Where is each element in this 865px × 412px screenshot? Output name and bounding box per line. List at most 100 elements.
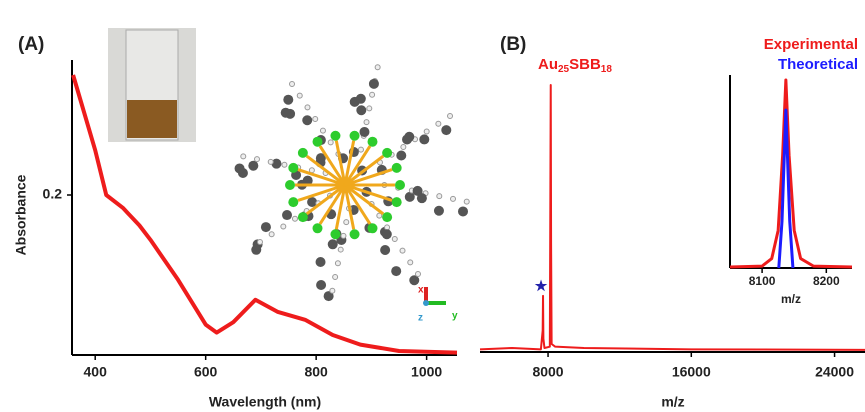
x-axis-label: m/z (781, 292, 801, 306)
x-tick-label: 800 (304, 364, 328, 380)
peak-label-part: SBB (569, 56, 601, 73)
molecule-atom (404, 132, 414, 142)
axis-triad: x y z (418, 285, 458, 324)
molecule-atom (313, 223, 323, 233)
molecule-atom (370, 92, 375, 97)
molecule-atom (328, 239, 338, 249)
molecule-atom (302, 115, 312, 125)
molecule-atom (288, 163, 298, 173)
molecule-atom (358, 147, 363, 152)
molecule-atom (241, 154, 246, 159)
panel-label: (A) (18, 34, 44, 55)
peak-label-part: 25 (558, 64, 570, 75)
x-axis-label: Wavelength (nm) (209, 394, 321, 410)
page: x y z 40060080010000.2Wavelength (nm)Abs… (0, 0, 865, 412)
molecule-atom (415, 272, 420, 277)
molecule-atom (268, 159, 273, 164)
molecule-atom (316, 280, 326, 290)
molecule-atom (283, 95, 293, 105)
molecule-atom (392, 163, 402, 173)
molecule-atom (269, 232, 274, 237)
molecule-atom (369, 79, 379, 89)
molecule-atom (356, 94, 366, 104)
molecule-atom (297, 93, 302, 98)
molecule-atom (392, 237, 397, 242)
molecule-atom (437, 194, 442, 199)
x-tick-label: 8100 (749, 274, 776, 288)
molecule-atom (282, 210, 292, 220)
molecule-atom (419, 134, 429, 144)
molecule-atom (335, 261, 340, 266)
molecule-atom (333, 275, 338, 280)
x-tick-label: 400 (84, 364, 108, 380)
peak-label-part: 18 (601, 64, 613, 75)
molecule-atom (281, 224, 286, 229)
legend-entry: Theoretical (778, 56, 858, 73)
molecule-atom (313, 137, 323, 147)
molecule-atom (375, 65, 380, 70)
molecule-atom (341, 233, 346, 238)
molecule-atom (350, 229, 360, 239)
molecule-atom (285, 180, 295, 190)
molecule-atom (316, 257, 326, 267)
molecule-atom (298, 212, 308, 222)
legend-entry: Experimental (764, 36, 858, 53)
molecule-atom (251, 245, 261, 255)
molecule-atom (298, 148, 308, 158)
molecule-atom (257, 239, 262, 244)
triad-z (423, 300, 429, 306)
triad-label: x (418, 285, 424, 296)
molecule-atom (395, 180, 405, 190)
x-tick-label: 600 (194, 364, 218, 380)
molecule-atom (382, 229, 392, 239)
y-axis-label: Absorbance (13, 174, 29, 255)
peak-label: Au25SBB18 (538, 56, 612, 75)
molecule-atom (368, 137, 378, 147)
molecule-atom (391, 266, 401, 276)
molecule-atom (380, 245, 390, 255)
molecule-illustration (235, 65, 470, 301)
molecule-atom (441, 125, 451, 135)
molecule-atom (385, 225, 390, 230)
molecule-atom (330, 131, 340, 141)
molecule-atom (261, 222, 271, 232)
molecule-atom (368, 223, 378, 233)
molecule-atom (396, 151, 406, 161)
molecule-atom (290, 81, 295, 86)
molecule-atom (344, 220, 349, 225)
molecule-atom (401, 144, 406, 149)
molecule-atom (464, 199, 469, 204)
triad-label: y (452, 311, 458, 322)
molecule-atom (400, 248, 405, 253)
molecule-atom (305, 105, 310, 110)
peak-marker: ★ (535, 278, 548, 294)
molecule-atom (254, 157, 259, 162)
molecule-atom (367, 106, 372, 111)
molecule-atom (338, 247, 343, 252)
panel-label: (B) (500, 34, 526, 55)
molecule-atom (408, 260, 413, 265)
molecule-atom (424, 129, 429, 134)
triad-label: z (418, 313, 423, 324)
molecule-atom (448, 114, 453, 119)
molecule-atom (359, 127, 369, 137)
molecule-atom (282, 162, 287, 167)
molecule-atom (288, 197, 298, 207)
molecule-atom (451, 196, 456, 201)
peak-label-part: Au (538, 56, 558, 73)
figure: x y z 40060080010000.2Wavelength (nm)Abs… (0, 0, 865, 412)
x-tick-label: 8000 (532, 364, 563, 380)
molecule-atom (405, 192, 415, 202)
y-tick-label: 0.2 (43, 186, 63, 202)
x-tick-label: 8200 (813, 274, 840, 288)
molecule-atom (328, 140, 333, 145)
molecule-atom (248, 161, 258, 171)
molecule-atom (292, 216, 297, 221)
molecule-atom (364, 120, 369, 125)
molecule-atom (434, 206, 444, 216)
molecule-atom (313, 116, 318, 121)
molecule-atom (382, 148, 392, 158)
molecule-atom (330, 229, 340, 239)
molecule-atom (356, 105, 366, 115)
molecule-atom (350, 131, 360, 141)
